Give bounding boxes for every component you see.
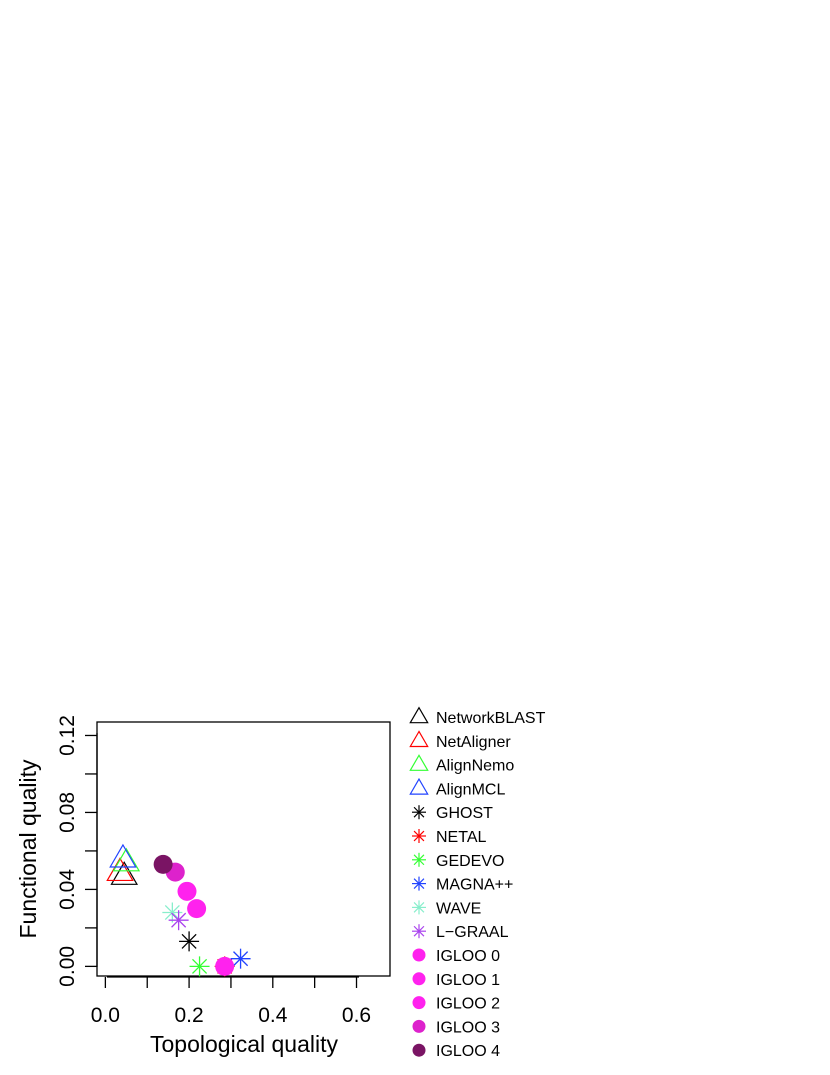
data-point-alignmcl — [109, 843, 137, 868]
data-point-networkblast — [110, 861, 139, 885]
legend-label: NETAL — [436, 829, 486, 846]
x-tick-label: 0.0 — [91, 1004, 120, 1027]
legend-label: IGLOO 0 — [436, 948, 500, 965]
data-point-igloo-4 — [153, 854, 173, 874]
x-axis-ticks: 0.0 0.2 0.4 0.6 — [91, 977, 371, 1027]
plot-frame — [96, 721, 391, 977]
legend-label: GEDEVO — [436, 853, 504, 870]
data-point-ghost — [179, 931, 200, 952]
legend-symbol-asterisk — [412, 876, 426, 891]
legend-item: NetAligner — [409, 730, 511, 751]
legend-item: IGLOO 1 — [412, 972, 500, 989]
legend-label: WAVE — [436, 900, 481, 917]
legend-item: AlignNemo — [409, 754, 514, 775]
legend-label: NetAligner — [436, 734, 511, 751]
legend-symbol-triangle — [409, 730, 429, 748]
asterisk-stroke — [413, 925, 425, 937]
data-point-igloo-1 — [187, 899, 207, 919]
legend-label: AlignNemo — [436, 758, 514, 775]
data-point-igloo-2 — [177, 881, 197, 901]
legend-label: IGLOO 4 — [436, 1043, 500, 1060]
asterisk-stroke — [233, 951, 249, 967]
y-tick-label: 0.08 — [56, 792, 79, 833]
legend-label: IGLOO 2 — [436, 996, 500, 1013]
data-point-gedevo — [189, 956, 210, 977]
legend-item: NetworkBLAST — [409, 706, 546, 727]
legend-label: NetworkBLAST — [436, 710, 546, 727]
legend-symbol-asterisk — [412, 852, 426, 867]
legend-symbol-triangle — [409, 777, 429, 795]
asterisk-stroke — [192, 958, 208, 974]
data-point-alignnemo — [112, 847, 141, 872]
legend-symbol-asterisk — [412, 829, 426, 843]
legend-symbol-circle — [412, 1043, 426, 1057]
asterisk-stroke — [413, 854, 425, 866]
data-point-igloo-0 — [215, 956, 235, 976]
legend-symbol-circle — [412, 996, 426, 1010]
y-tick-label: 0.00 — [56, 946, 79, 987]
y-axis-ticks: 0.00 0.04 0.08 0.12 — [56, 715, 97, 987]
legend-label: L−GRAAL — [436, 924, 509, 941]
asterisk-stroke — [413, 902, 425, 913]
legend-symbol-circle — [412, 1019, 426, 1033]
y-tick-label: 0.04 — [56, 869, 79, 910]
x-tick-label: 0.2 — [174, 1004, 203, 1027]
y-tick-label: 0.12 — [56, 715, 79, 756]
asterisk-stroke — [181, 933, 197, 949]
y-axis-title: Functional quality — [15, 759, 41, 938]
data-point-magna- — [230, 948, 251, 969]
legend-symbol-asterisk — [412, 900, 426, 915]
x-tick-label: 0.4 — [258, 1004, 288, 1027]
asterisk-stroke — [413, 830, 425, 842]
data-point-netaligner — [106, 857, 134, 882]
data-point-l-graal — [168, 910, 189, 931]
legend: NetworkBLAST NetAligner AlignNemo AlignMCL G… — [409, 706, 546, 1060]
legend-label: IGLOO 3 — [436, 1019, 500, 1036]
legend-symbol-circle — [412, 972, 426, 986]
legend-symbol-asterisk — [412, 924, 426, 939]
legend-item: GEDEVO — [412, 852, 504, 870]
legend-symbol-triangle — [409, 706, 429, 724]
x-tick-label: 0.6 — [342, 1004, 371, 1027]
legend-item: NETAL — [412, 829, 486, 846]
legend-item: AlignMCL — [409, 777, 505, 798]
legend-label: GHOST — [436, 805, 493, 822]
legend-item: IGLOO 0 — [412, 948, 500, 965]
legend-label: AlignMCL — [436, 781, 505, 798]
asterisk-stroke — [164, 904, 180, 921]
legend-label: MAGNA++ — [436, 877, 513, 894]
legend-item: IGLOO 4 — [412, 1043, 500, 1060]
legend-item: WAVE — [412, 900, 481, 917]
asterisk-stroke — [413, 806, 425, 818]
asterisk-stroke — [171, 912, 187, 928]
legend-item: GHOST — [412, 805, 493, 822]
data-points — [106, 843, 251, 977]
legend-symbol-asterisk — [412, 805, 426, 820]
legend-item: IGLOO 2 — [412, 996, 500, 1013]
legend-symbol-circle — [412, 948, 426, 962]
legend-symbol-triangle — [409, 754, 429, 771]
x-axis-title: Topological quality — [150, 1031, 338, 1057]
legend-item: MAGNA++ — [412, 876, 513, 894]
legend-label: IGLOO 1 — [436, 972, 500, 989]
legend-item: IGLOO 3 — [412, 1019, 500, 1036]
legend-item: L−GRAAL — [412, 924, 509, 941]
asterisk-stroke — [413, 878, 425, 889]
